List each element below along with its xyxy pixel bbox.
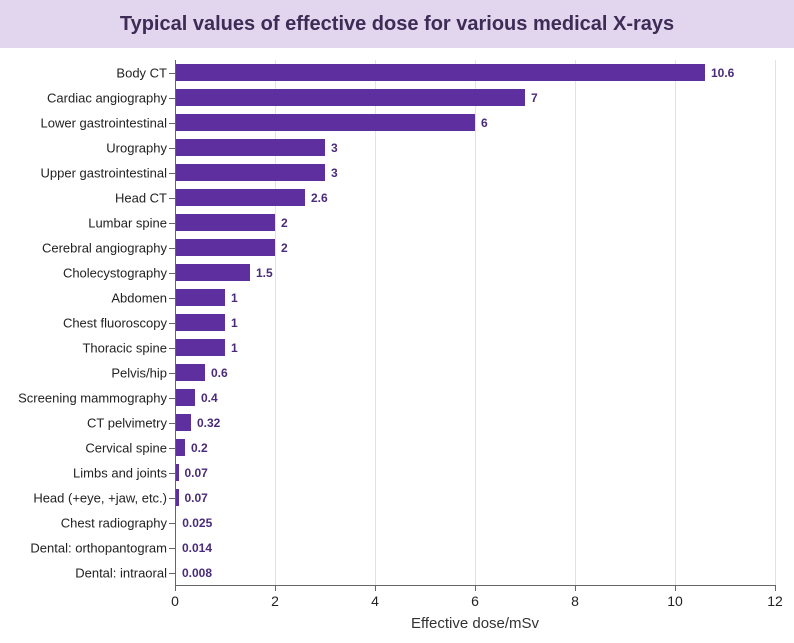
bar <box>175 164 325 180</box>
category-label: Dental: intraoral <box>75 565 175 580</box>
bar-value-label: 3 <box>331 141 338 155</box>
category-label: Thoracic spine <box>82 340 175 355</box>
category-label: Urography <box>106 140 175 155</box>
bar-row: 0.4 <box>175 389 775 405</box>
category-label: Upper gastrointestinal <box>41 165 175 180</box>
bar <box>175 89 525 105</box>
x-axis-label: Effective dose/mSv <box>411 615 539 632</box>
bar-row: 7 <box>175 89 775 105</box>
bar-row: 0.6 <box>175 364 775 380</box>
bar-value-label: 2 <box>281 216 288 230</box>
bar-value-label: 7 <box>531 91 538 105</box>
x-axis-line <box>175 585 775 586</box>
bar-row: 1 <box>175 314 775 330</box>
x-tick <box>775 585 776 591</box>
category-label: Chest fluoroscopy <box>63 315 175 330</box>
bar-row: 3 <box>175 164 775 180</box>
bar-value-label: 1 <box>231 341 238 355</box>
bar <box>175 239 275 255</box>
chart-title: Typical values of effective dose for var… <box>120 13 674 36</box>
category-label: Cervical spine <box>85 440 175 455</box>
chart-container: Typical values of effective dose for var… <box>0 0 794 643</box>
bar <box>175 339 225 355</box>
bar-row: 3 <box>175 139 775 155</box>
plot-area: 10.676332.6221.51110.60.40.320.20.070.07… <box>175 60 775 585</box>
bar-value-label: 6 <box>481 116 488 130</box>
bars-group: 10.676332.6221.51110.60.40.320.20.070.07… <box>175 60 775 585</box>
bar <box>175 114 475 130</box>
category-label: Dental: orthopantogram <box>30 540 175 555</box>
bar-row: 1.5 <box>175 264 775 280</box>
bar <box>175 439 185 455</box>
bar <box>175 214 275 230</box>
bar-row: 1 <box>175 339 775 355</box>
bar-value-label: 0.008 <box>182 566 212 580</box>
bar-value-label: 0.2 <box>191 441 208 455</box>
bar-row: 2 <box>175 214 775 230</box>
category-label: CT pelvimetry <box>87 415 175 430</box>
bar-value-label: 2 <box>281 241 288 255</box>
bar <box>175 289 225 305</box>
bar-row: 6 <box>175 114 775 130</box>
category-label: Head CT <box>115 190 175 205</box>
x-tick-label: 12 <box>767 593 783 609</box>
bar-row: 0.2 <box>175 439 775 455</box>
category-label: Screening mammography <box>18 390 175 405</box>
y-axis-line <box>175 60 176 585</box>
bar-row: 2.6 <box>175 189 775 205</box>
bar-row: 0.07 <box>175 489 775 505</box>
category-label: Chest radiography <box>61 515 175 530</box>
category-label: Cardiac angiography <box>47 90 175 105</box>
bar <box>175 389 195 405</box>
bar <box>175 364 205 380</box>
x-tick-label: 8 <box>571 593 579 609</box>
bar-value-label: 0.6 <box>211 366 228 380</box>
bar-row: 0.32 <box>175 414 775 430</box>
bar-value-label: 0.07 <box>185 466 208 480</box>
bar-row: 0.008 <box>175 564 775 580</box>
category-label: Abdomen <box>111 290 175 305</box>
bar-value-label: 1 <box>231 291 238 305</box>
category-label: Cholecystography <box>63 265 175 280</box>
category-label: Lumbar spine <box>88 215 175 230</box>
bar-value-label: 0.32 <box>197 416 220 430</box>
bar-row: 10.6 <box>175 64 775 80</box>
bar-value-label: 2.6 <box>311 191 328 205</box>
bar-row: 0.07 <box>175 464 775 480</box>
bar-value-label: 0.014 <box>182 541 212 555</box>
bar <box>175 264 250 280</box>
x-tick-label: 6 <box>471 593 479 609</box>
bar-value-label: 10.6 <box>711 66 734 80</box>
x-tick-label: 2 <box>271 593 279 609</box>
bar <box>175 414 191 430</box>
bar-value-label: 3 <box>331 166 338 180</box>
bar-row: 0.014 <box>175 539 775 555</box>
category-label: Cerebral angiography <box>42 240 175 255</box>
category-label: Pelvis/hip <box>111 365 175 380</box>
gridline <box>775 60 776 585</box>
category-label: Body CT <box>116 65 175 80</box>
bar <box>175 189 305 205</box>
bar-row: 1 <box>175 289 775 305</box>
bar-value-label: 1.5 <box>256 266 273 280</box>
bar <box>175 314 225 330</box>
category-label: Head (+eye, +jaw, etc.) <box>33 490 175 505</box>
bar <box>175 64 705 80</box>
category-label: Limbs and joints <box>73 465 175 480</box>
x-tick-label: 10 <box>667 593 683 609</box>
bar-value-label: 1 <box>231 316 238 330</box>
bar-row: 0.025 <box>175 514 775 530</box>
chart-title-bar: Typical values of effective dose for var… <box>0 0 794 48</box>
x-tick-label: 0 <box>171 593 179 609</box>
x-tick-label: 4 <box>371 593 379 609</box>
category-label: Lower gastrointestinal <box>41 115 175 130</box>
bar-value-label: 0.025 <box>182 516 212 530</box>
bar-value-label: 0.4 <box>201 391 218 405</box>
bar-row: 2 <box>175 239 775 255</box>
bar-value-label: 0.07 <box>185 491 208 505</box>
bar <box>175 139 325 155</box>
